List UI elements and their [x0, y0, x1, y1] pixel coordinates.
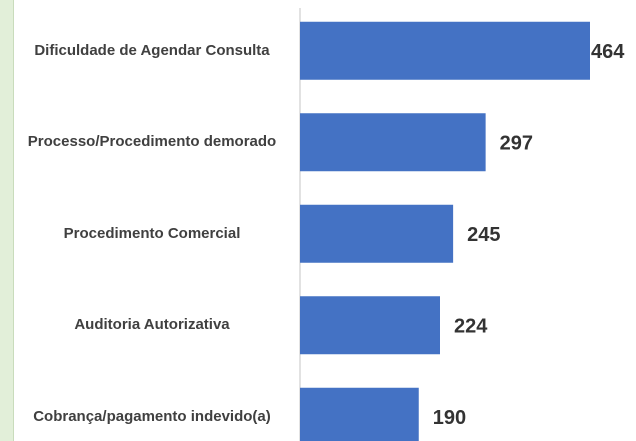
bar — [300, 387, 419, 441]
bar — [300, 296, 440, 355]
value-label: 464 — [591, 41, 625, 63]
category-label: Processo/Procedimento demorado — [27, 133, 277, 151]
side-strip — [0, 0, 14, 441]
value-label: 190 — [433, 407, 466, 429]
category-label: Dificuldade de Agendar Consulta — [34, 41, 270, 59]
bar — [300, 113, 486, 172]
value-label: 297 — [500, 133, 533, 155]
category-label: Auditoria Autorizativa — [74, 316, 230, 334]
value-label: 224 — [454, 316, 488, 338]
value-label: 245 — [467, 224, 500, 246]
bar — [300, 21, 590, 80]
bar — [300, 204, 454, 263]
category-label: Cobrança/pagamento indevido(a) — [33, 407, 271, 425]
category-label: Procedimento Comercial — [63, 224, 241, 242]
